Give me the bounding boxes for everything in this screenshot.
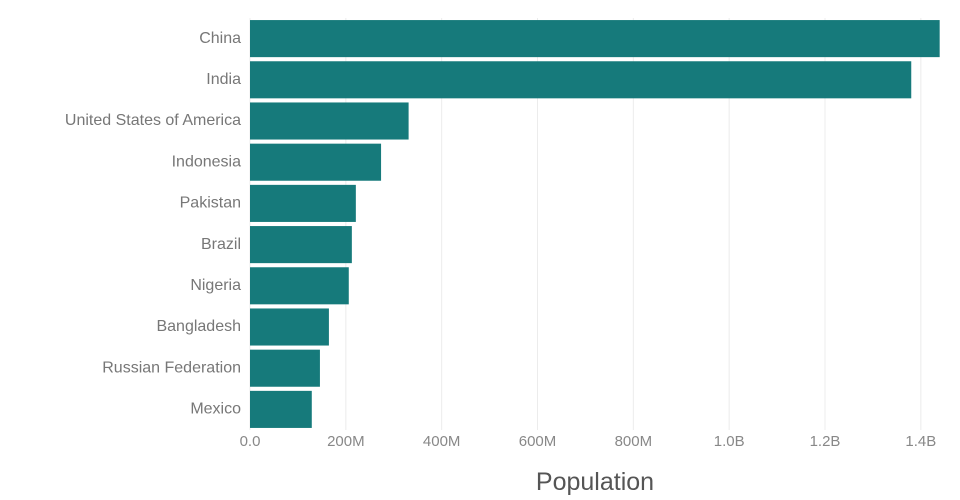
- bar: [250, 184, 356, 222]
- x-tick-label: 1.4B: [905, 433, 936, 450]
- x-axis-title: Population: [536, 468, 654, 496]
- bar: [250, 61, 912, 99]
- category-label: India: [206, 71, 241, 88]
- bar: [250, 308, 329, 346]
- bar: [250, 226, 352, 264]
- category-label: United States of America: [65, 112, 241, 129]
- category-label-layer: China India United States of America Indone…: [65, 30, 241, 418]
- category-label: Mexico: [190, 401, 241, 418]
- bar-layer: [250, 20, 940, 428]
- bar: [250, 390, 312, 428]
- category-label: China: [199, 30, 241, 47]
- bar: [250, 143, 382, 181]
- bar: [250, 349, 320, 387]
- x-tick-label: 600M: [519, 433, 557, 450]
- x-tick-label: 200M: [327, 433, 365, 450]
- x-tick-label: 1.0B: [714, 433, 745, 450]
- category-label: Pakistan: [180, 195, 241, 212]
- x-tick-label: 1.2B: [810, 433, 841, 450]
- x-tick-label: 0.0: [240, 433, 261, 450]
- category-label: Russian Federation: [102, 359, 241, 376]
- category-label: Indonesia: [172, 153, 241, 170]
- x-tick-label: 400M: [423, 433, 461, 450]
- category-label: Brazil: [201, 236, 241, 253]
- bar: [250, 20, 940, 58]
- x-tick-layer: 0.0 200M 400M 600M 800M 1.0B 1.2B 1.4B: [240, 433, 937, 450]
- x-tick-label: 800M: [615, 433, 653, 450]
- bar: [250, 267, 349, 305]
- category-label: Bangladesh: [156, 318, 241, 335]
- bar: [250, 102, 409, 140]
- category-label: Nigeria: [190, 277, 241, 294]
